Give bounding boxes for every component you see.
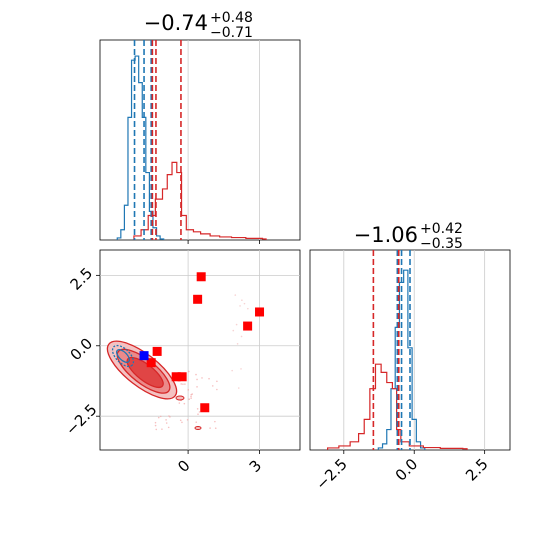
sample-dot bbox=[209, 427, 211, 429]
sample-dot bbox=[190, 397, 192, 399]
scatter-point bbox=[146, 358, 156, 368]
panel-bottom-left: 0 3 2.5 0.0 −2.5 bbox=[62, 249, 301, 476]
sample-dot bbox=[214, 427, 217, 429]
x-tick-label: 2.5 bbox=[462, 455, 492, 485]
sample-dot bbox=[181, 421, 183, 424]
panel-top-left bbox=[99, 39, 301, 244]
title-lower-error: −0.35 bbox=[420, 236, 463, 252]
sample-dot bbox=[239, 305, 241, 307]
sample-dot bbox=[197, 413, 199, 416]
blue-contour-outer bbox=[111, 344, 135, 368]
y-tick-label: 0.0 bbox=[67, 335, 97, 365]
sample-dot bbox=[243, 302, 246, 305]
sample-dot bbox=[165, 419, 167, 421]
sample-dot bbox=[178, 402, 181, 404]
scatter-points bbox=[139, 272, 265, 413]
scatter-point bbox=[171, 372, 181, 382]
histogram-line bbox=[133, 161, 267, 240]
sample-dot bbox=[161, 428, 163, 430]
title-value: −0.74 bbox=[144, 11, 208, 35]
sample-dot bbox=[167, 426, 170, 429]
sample-dot bbox=[168, 415, 170, 417]
grid-lines bbox=[187, 40, 260, 240]
blue-contour-inner bbox=[116, 349, 130, 363]
title-upper-error: +0.48 bbox=[210, 10, 253, 26]
sample-dot bbox=[241, 299, 243, 302]
sample-dot bbox=[159, 415, 162, 418]
sample-dot bbox=[208, 377, 210, 380]
histogram-line bbox=[327, 363, 468, 450]
sample-dot bbox=[195, 373, 197, 376]
x-tick-label: 0.0 bbox=[392, 455, 422, 485]
sample-dot bbox=[195, 421, 198, 423]
sample-dot bbox=[196, 408, 199, 410]
red-contour-island bbox=[175, 395, 185, 401]
axis-ticks: −2.5 0.0 2.5 bbox=[312, 450, 492, 494]
sample-dot bbox=[235, 323, 238, 326]
sample-dot bbox=[236, 343, 239, 345]
sample-dot bbox=[186, 419, 189, 421]
sample-dot bbox=[240, 335, 243, 338]
sample-dot bbox=[240, 368, 242, 370]
sample-dot bbox=[188, 370, 190, 373]
scatter-point bbox=[177, 372, 187, 382]
scatter-point bbox=[152, 346, 162, 356]
sample-dot bbox=[196, 386, 198, 388]
title-value: −1.06 bbox=[354, 223, 418, 247]
scatter-point bbox=[200, 403, 210, 413]
sample-dot bbox=[211, 385, 214, 387]
scatter-point bbox=[193, 294, 203, 304]
scatter-point bbox=[196, 272, 206, 282]
sample-dot bbox=[180, 383, 182, 385]
panel-bottom-right: −2.5 0.0 2.5 bbox=[309, 249, 511, 494]
sample-dot bbox=[154, 421, 157, 424]
sample-dot bbox=[191, 393, 194, 395]
sample-dot bbox=[179, 419, 182, 422]
sample-dot bbox=[216, 380, 218, 383]
quantile-lines bbox=[372, 250, 411, 450]
sample-dot bbox=[184, 383, 186, 385]
sample-dot bbox=[196, 378, 198, 381]
sample-dot bbox=[198, 411, 201, 413]
title-top-left: −0.74 +0.48 −0.71 bbox=[144, 10, 253, 41]
sample-dot bbox=[232, 329, 235, 332]
sample-dot bbox=[214, 420, 216, 423]
scatter-point bbox=[139, 351, 149, 361]
x-tick-label: 3 bbox=[246, 456, 265, 475]
blue-contours bbox=[111, 344, 135, 368]
sample-dot bbox=[231, 369, 233, 372]
sample-dot bbox=[188, 398, 191, 401]
sample-dot bbox=[201, 377, 203, 379]
sample-dot bbox=[154, 424, 157, 427]
grid-lines bbox=[343, 250, 486, 450]
sample-dot bbox=[183, 402, 186, 405]
x-tick-label: 0 bbox=[174, 456, 193, 475]
sample-dot bbox=[155, 428, 158, 431]
scatter-point bbox=[243, 321, 253, 331]
title-upper-error: +0.42 bbox=[420, 221, 463, 237]
scatter-point bbox=[255, 307, 265, 317]
title-bottom-right: −1.06 +0.42 −0.35 bbox=[354, 221, 463, 252]
y-tick-label: 2.5 bbox=[67, 264, 97, 294]
sample-dot bbox=[187, 389, 190, 391]
sample-dot bbox=[237, 387, 240, 389]
quantile-lines bbox=[133, 40, 182, 240]
y-tick-label: −2.5 bbox=[62, 400, 100, 438]
sample-dot bbox=[247, 307, 249, 310]
sample-dot bbox=[182, 383, 184, 385]
sample-dot bbox=[234, 294, 237, 296]
title-lower-error: −0.71 bbox=[210, 25, 253, 41]
x-tick-label: −2.5 bbox=[312, 455, 350, 493]
sample-dot bbox=[165, 422, 168, 424]
sample-dot bbox=[157, 416, 160, 419]
red-contour-island bbox=[194, 426, 202, 430]
sample-dot bbox=[190, 395, 192, 398]
axis-ticks bbox=[187, 240, 260, 244]
sample-dot bbox=[216, 388, 218, 391]
